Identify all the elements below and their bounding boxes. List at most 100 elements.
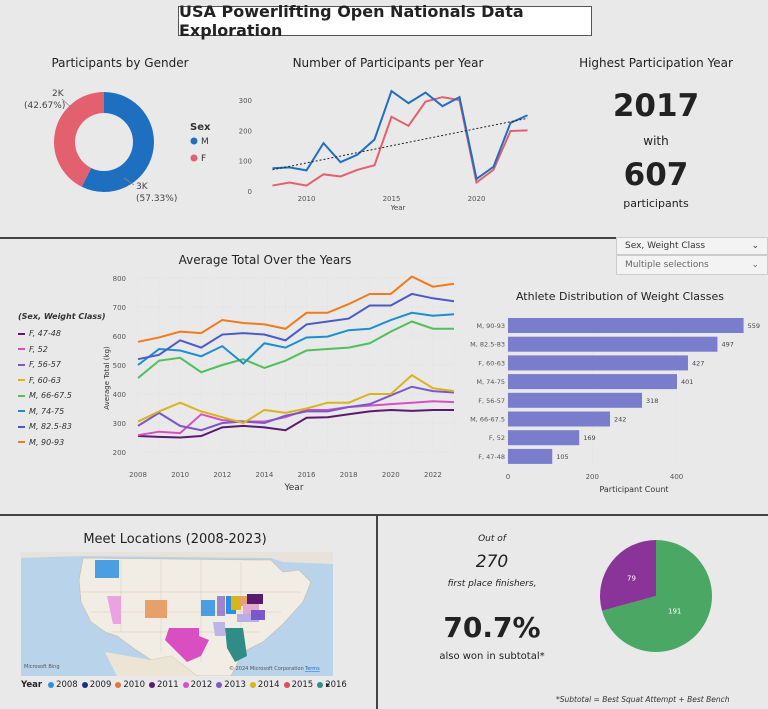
avg-legend-item[interactable]: F, 60-63 (18, 373, 72, 389)
state-texas[interactable] (165, 628, 209, 662)
map-legend-item[interactable]: 2011 (149, 680, 179, 690)
state-illinois[interactable] (217, 596, 225, 616)
state-nevada[interactable] (107, 596, 121, 624)
avg-line-f-60-63[interactable] (137, 373, 455, 425)
state-tennessee[interactable] (237, 614, 259, 622)
donut-leader-f (61, 98, 75, 111)
filter-sex-weight-class[interactable]: Sex, Weight Class ⌄ (616, 237, 768, 255)
state-georgia[interactable] (225, 628, 247, 662)
subtotal-desc: first place finishers, (447, 579, 537, 589)
subtotal-slice-label: 79 (627, 574, 636, 582)
state-west-virginia[interactable] (239, 596, 251, 606)
map-legend-item[interactable]: 2009 (81, 680, 111, 690)
legend-label: F, 52 (29, 344, 48, 354)
avg-legend-item[interactable]: M, 66-67.5 (18, 388, 72, 404)
subtotal-footnote: *Subtotal = Best Squat Attempt + Best Be… (556, 695, 730, 704)
weight-category-label: M, 74-75 (476, 378, 505, 386)
avg-y-tick: 600 (113, 333, 126, 341)
legend-label: 2013 (224, 680, 246, 690)
donut-label-f: 2K (52, 89, 65, 99)
legend-dot (48, 682, 55, 688)
legend-swatch (18, 348, 25, 351)
legend-label: F, 56-57 (29, 360, 61, 370)
avg-legend: F, 47-48 F, 52 F, 56-57 F, 60-63 M, 66-67.5 M… (18, 326, 72, 450)
avg-y-tick: 400 (113, 391, 126, 399)
avg-line-m-82-5-83[interactable] (137, 292, 455, 361)
meet-locations-map[interactable]: Microsoft Bing © 2024 Microsoft Corporat… (21, 552, 333, 676)
map-legend-item[interactable]: 2013 (216, 680, 246, 690)
gender-legend-m: M (201, 137, 209, 147)
avg-line-f-47-48[interactable] (137, 408, 454, 439)
avg-legend-item[interactable]: M, 82.5-83 (18, 419, 72, 435)
subtotal-also: also won in subtotal* (439, 651, 545, 662)
filter-selection-dropdown[interactable]: Multiple selections ⌄ (616, 255, 768, 275)
weight-bar[interactable] (508, 448, 553, 464)
legend-dot (216, 682, 223, 688)
map-legend-item[interactable]: 2015 (283, 680, 313, 690)
map-legend-item[interactable]: 2016 (317, 680, 347, 690)
legend-label: F, 60-63 (29, 375, 61, 385)
map-legend-item[interactable]: 2008 (48, 680, 78, 690)
legend-swatch (18, 379, 25, 382)
kpi-unit: participants (623, 197, 689, 210)
participants-line-f[interactable] (272, 96, 528, 187)
avg-total-line-chart: 800 700 600 500 400 300 200 2008 2010 2012 2014 201… (103, 275, 455, 493)
gender-chart-title: Participants by Gender (51, 56, 189, 70)
subtotal-slice-other[interactable] (600, 540, 656, 611)
map-legend-item[interactable]: 2010 (115, 680, 145, 690)
avg-legend-item[interactable]: F, 47-48 (18, 326, 72, 342)
donut-pct-m: (57.33%) (136, 194, 177, 204)
weight-bar[interactable] (508, 411, 610, 427)
weight-bar[interactable] (508, 392, 643, 408)
legend-dot (182, 682, 189, 688)
participants-line-m[interactable] (272, 89, 528, 181)
chevron-down-icon: ⌄ (751, 241, 759, 251)
avg-legend-item[interactable]: M, 90-93 (18, 435, 72, 451)
subtotal-total: 270 (475, 552, 509, 572)
participants-x-tick: 2015 (383, 195, 401, 203)
map-terms-link[interactable]: Terms (304, 666, 320, 672)
avg-x-tick: 2018 (340, 471, 358, 479)
state-alabama[interactable] (213, 622, 225, 636)
weight-bar-value: 105 (556, 453, 568, 461)
avg-legend-item[interactable]: F, 56-57 (18, 357, 72, 373)
weight-bar[interactable] (508, 374, 677, 390)
avg-x-tick: 2012 (213, 471, 231, 479)
legend-swatch (18, 425, 25, 428)
legend-next-arrow[interactable]: ▸ (326, 680, 331, 689)
state-missouri[interactable] (201, 600, 215, 616)
legend-label: 2010 (123, 680, 145, 690)
kpi-title: Highest Participation Year (579, 56, 733, 70)
map-legend-item[interactable]: 2012 (182, 680, 212, 690)
weight-bar[interactable] (508, 430, 580, 446)
legend-label: M, 66-67.5 (29, 391, 72, 401)
state-virginia[interactable] (243, 604, 259, 614)
map-legend-item[interactable]: 2014 (249, 680, 280, 690)
avg-line-f-52[interactable] (137, 400, 455, 437)
avg-line-m-74-75[interactable] (137, 311, 455, 366)
participants-x-tick: 2020 (468, 195, 486, 203)
state-colorado[interactable] (145, 600, 167, 618)
avg-x-tick: 2016 (298, 471, 316, 479)
weight-bar[interactable] (508, 355, 688, 371)
avg-x-label: Year (283, 483, 303, 493)
avg-x-tick: 2020 (382, 471, 400, 479)
donut-slice-m[interactable] (81, 92, 154, 192)
donut-slice-f[interactable] (53, 92, 104, 187)
subtotal-slice-won[interactable] (601, 540, 712, 652)
avg-legend-item[interactable]: F, 52 (18, 342, 72, 358)
state-north-carolina[interactable] (251, 610, 265, 620)
avg-y-tick: 700 (113, 304, 126, 312)
weight-bar[interactable] (508, 318, 744, 333)
state-maryland[interactable] (247, 594, 263, 604)
gender-legend-f: F (201, 154, 206, 164)
avg-line-f-56-57[interactable] (137, 385, 455, 432)
state-washington[interactable] (95, 560, 119, 578)
avg-legend-item[interactable]: M, 74-75 (18, 404, 72, 420)
state-kentucky[interactable] (231, 596, 241, 610)
avg-line-m-90-93[interactable] (137, 275, 455, 343)
weight-bar-value: 401 (681, 378, 693, 386)
weight-bar[interactable] (508, 336, 718, 352)
donut-pct-f: (42.67%) (24, 101, 65, 111)
avg-line-m-66-67-5[interactable] (137, 320, 454, 379)
